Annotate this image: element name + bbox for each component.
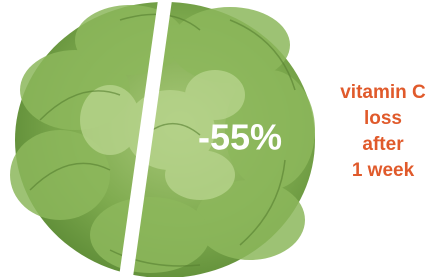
infographic: -55% vitamin C loss after 1 week: [0, 0, 441, 277]
caption-line: loss: [364, 108, 402, 129]
caption-line: after: [362, 134, 404, 155]
caption-line: 1 week: [352, 160, 415, 181]
page: -55% vitamin C loss after 1 week (() => …: [0, 0, 441, 277]
value-label: -55%: [198, 117, 282, 158]
caption-line: vitamin C: [340, 82, 426, 103]
